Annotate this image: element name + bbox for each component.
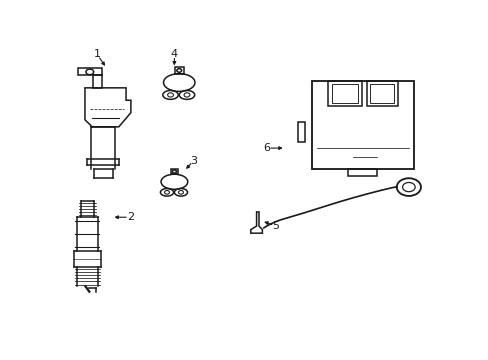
Bar <box>331 84 357 103</box>
Bar <box>311 81 413 169</box>
Text: 1: 1 <box>93 49 101 59</box>
Bar <box>170 169 178 174</box>
Bar <box>297 122 305 142</box>
Text: 4: 4 <box>170 49 178 59</box>
Bar <box>370 84 393 103</box>
Text: 5: 5 <box>272 221 279 231</box>
Text: 3: 3 <box>190 156 197 166</box>
Bar <box>175 67 183 74</box>
Bar <box>327 81 361 105</box>
Text: 2: 2 <box>127 212 134 222</box>
Text: 6: 6 <box>262 143 269 153</box>
Bar <box>348 169 377 176</box>
Bar <box>366 81 397 105</box>
